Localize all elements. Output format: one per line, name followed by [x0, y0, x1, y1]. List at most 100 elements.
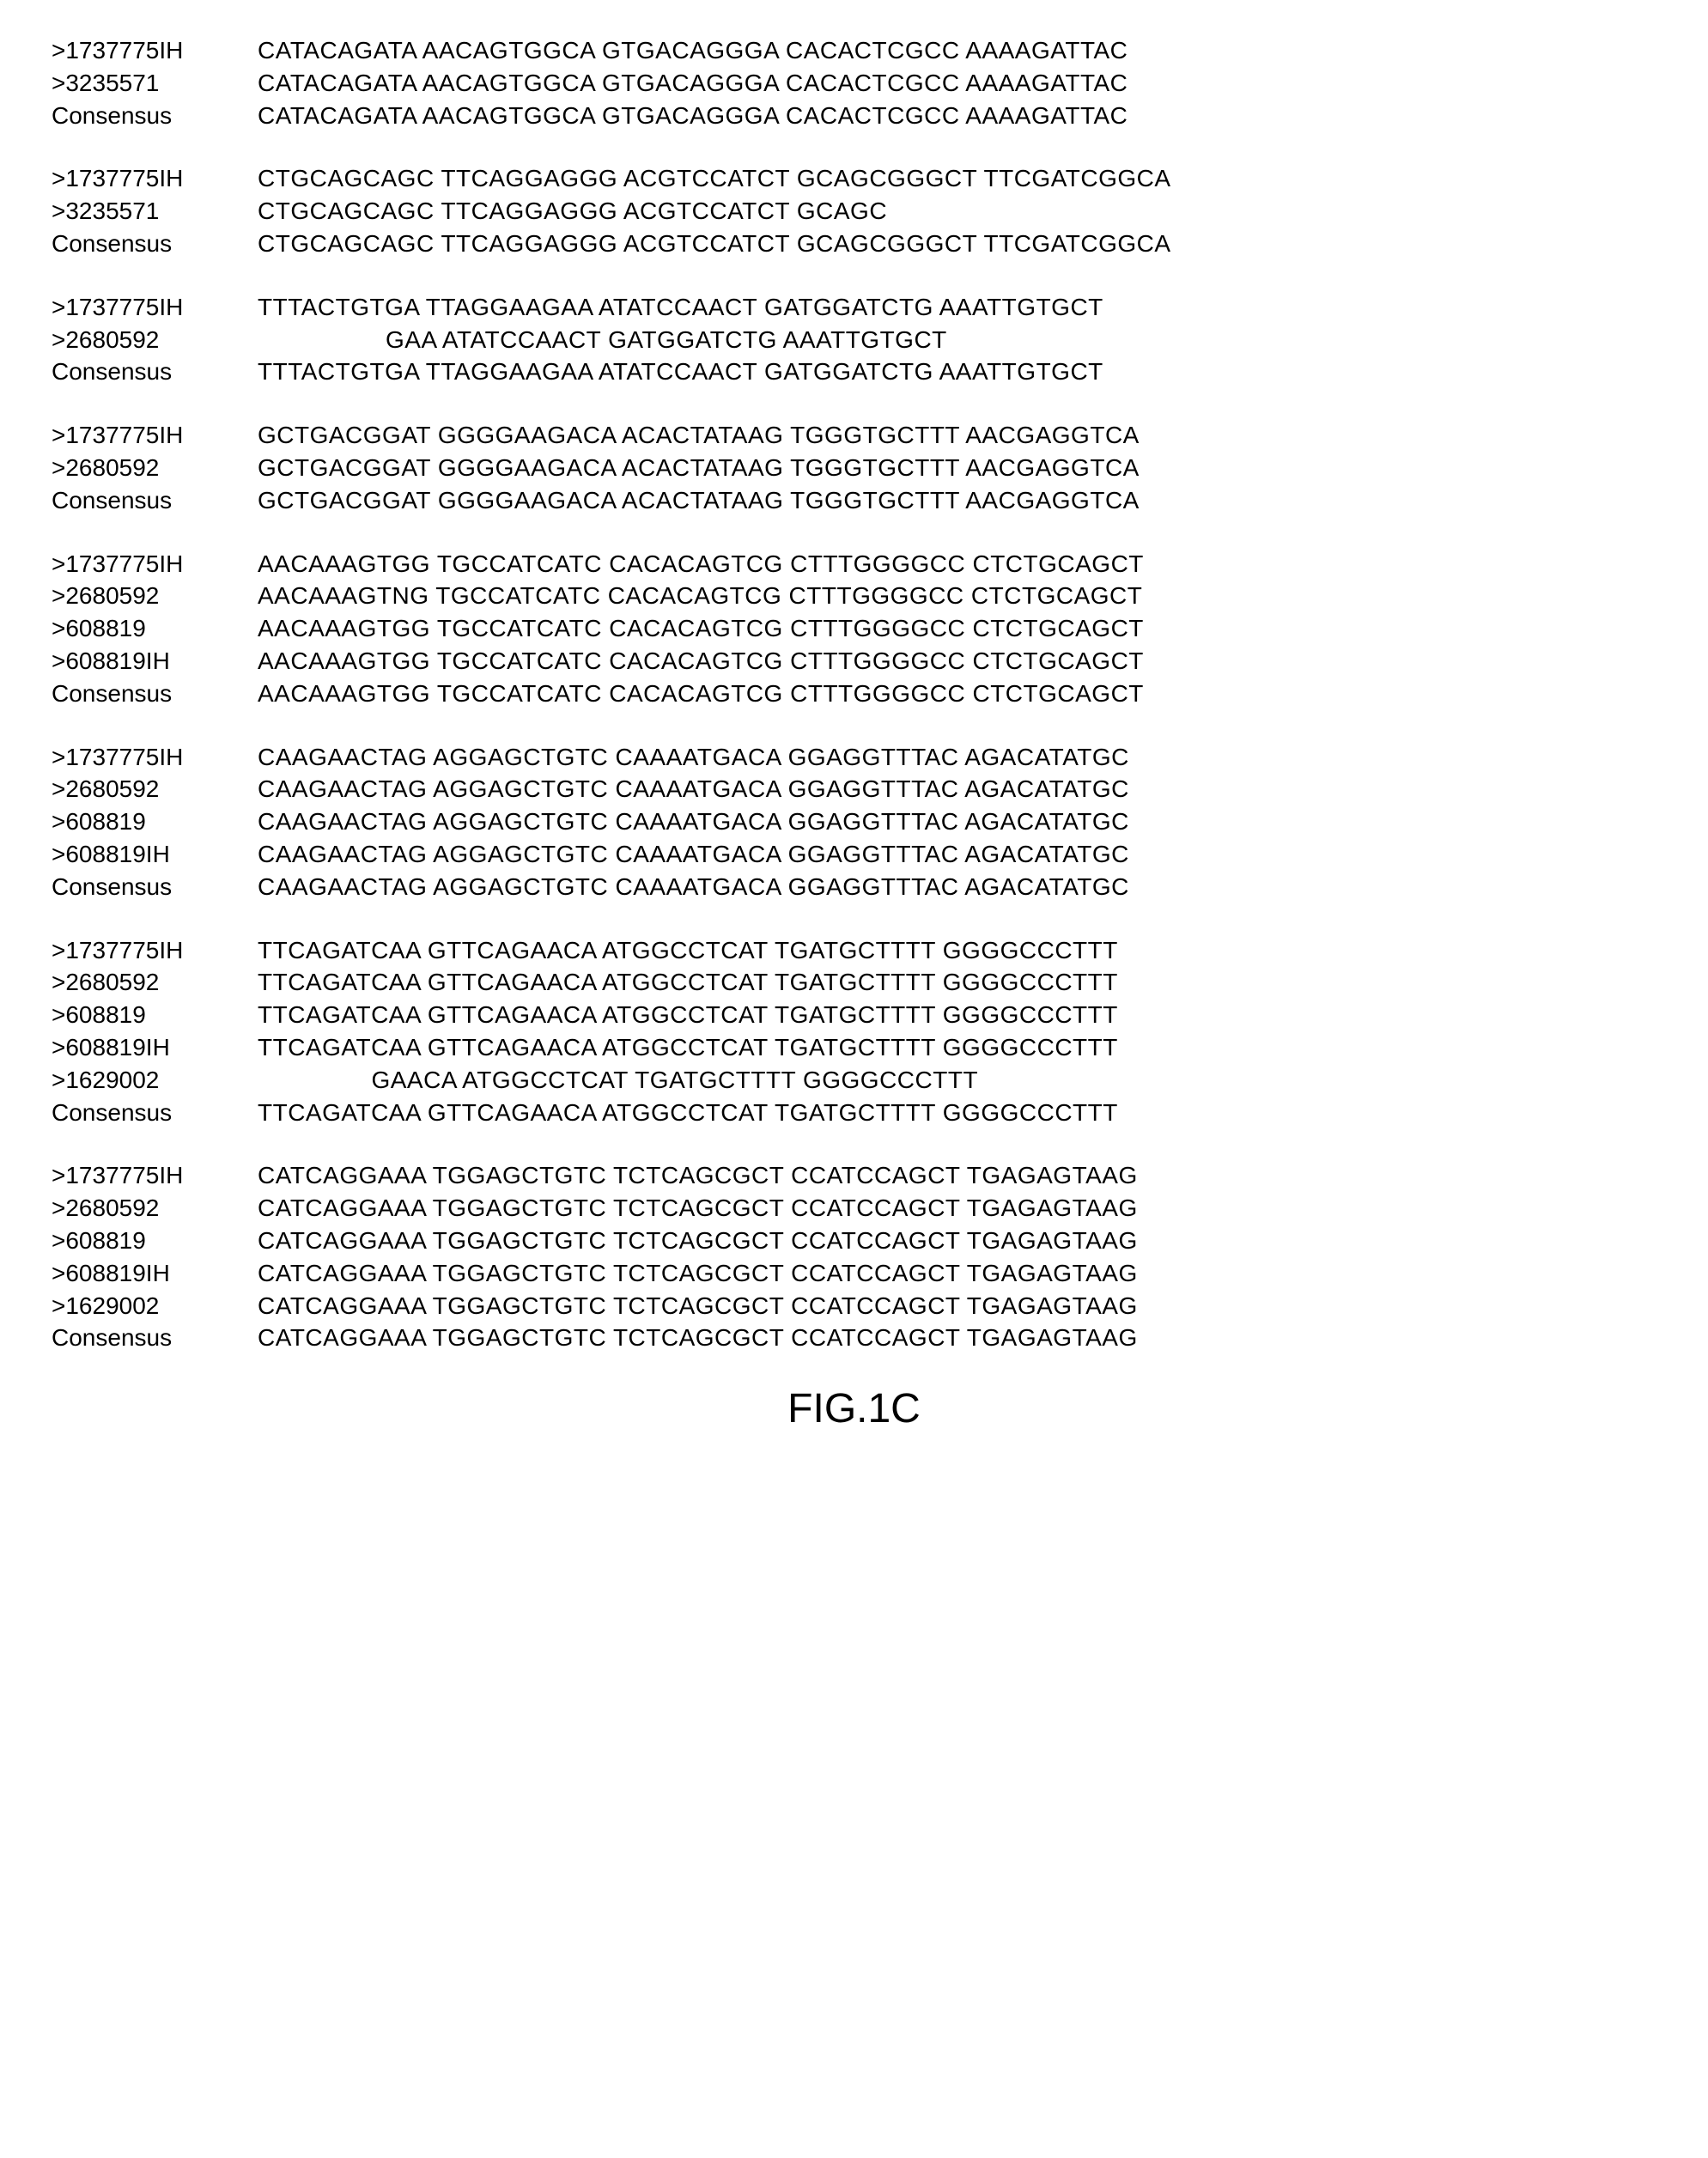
sequence-text: GAA ATATCCAACT GATGGATCTG AAATTGTGCT [258, 324, 947, 356]
sequence-label: >1629002 [52, 1290, 258, 1322]
sequence-label: >608819IH [52, 1031, 258, 1064]
sequence-label: >2680592 [52, 773, 258, 805]
sequence-label: Consensus [52, 871, 258, 903]
alignment-row: >608819AACAAAGTGG TGCCATCATC CACACAGTCG … [52, 612, 1656, 645]
alignment-row: >3235571CTGCAGCAGC TTCAGGAGGG ACGTCCATCT… [52, 195, 1656, 228]
sequence-text: CATCAGGAAA TGGAGCTGTC TCTCAGCGCT CCATCCA… [258, 1257, 1138, 1290]
sequence-label: Consensus [52, 356, 258, 388]
alignment-row: >1629002CATCAGGAAA TGGAGCTGTC TCTCAGCGCT… [52, 1290, 1656, 1322]
alignment-row: >608819IHCATCAGGAAA TGGAGCTGTC TCTCAGCGC… [52, 1257, 1656, 1290]
sequence-text: TTCAGATCAA GTTCAGAACA ATGGCCTCAT TGATGCT… [258, 1031, 1118, 1064]
sequence-text: CATACAGATA AACAGTGGCA GTGACAGGGA CACACTC… [258, 34, 1128, 67]
sequence-text: AACAAAGTNG TGCCATCATC CACACAGTCG CTTTGGG… [258, 580, 1142, 612]
sequence-text: AACAAAGTGG TGCCATCATC CACACAGTCG CTTTGGG… [258, 678, 1144, 710]
sequence-text: CAAGAACTAG AGGAGCTGTC CAAAATGACA GGAGGTT… [258, 838, 1129, 871]
sequence-text: CATCAGGAAA TGGAGCTGTC TCTCAGCGCT CCATCCA… [258, 1159, 1138, 1192]
sequence-text: CTGCAGCAGC TTCAGGAGGG ACGTCCATCT GCAGCGG… [258, 162, 1171, 195]
sequence-label: Consensus [52, 228, 258, 260]
alignment-row: >2680592 GAA ATATCCAACT GATGGATCTG AAATT… [52, 324, 1656, 356]
alignment-block: >1737775IHCATCAGGAAA TGGAGCTGTC TCTCAGCG… [52, 1159, 1656, 1354]
sequence-text: CATACAGATA AACAGTGGCA GTGACAGGGA CACACTC… [258, 100, 1128, 132]
alignment-block: >1737775IHAACAAAGTGG TGCCATCATC CACACAGT… [52, 548, 1656, 710]
sequence-label: >608819 [52, 612, 258, 645]
sequence-label: >3235571 [52, 195, 258, 228]
sequence-label: >608819 [52, 999, 258, 1031]
sequence-label: Consensus [52, 100, 258, 132]
alignment-row: ConsensusCATACAGATA AACAGTGGCA GTGACAGGG… [52, 100, 1656, 132]
alignment-row: ConsensusTTTACTGTGA TTAGGAAGAA ATATCCAAC… [52, 356, 1656, 388]
sequence-label: >608819 [52, 1225, 258, 1257]
sequence-text: CAAGAACTAG AGGAGCTGTC CAAAATGACA GGAGGTT… [258, 805, 1129, 838]
sequence-label: >1737775IH [52, 934, 258, 967]
sequence-text: AACAAAGTGG TGCCATCATC CACACAGTCG CTTTGGG… [258, 645, 1144, 678]
alignment-block: >1737775IHCATACAGATA AACAGTGGCA GTGACAGG… [52, 34, 1656, 131]
alignment-row: ConsensusAACAAAGTGG TGCCATCATC CACACAGTC… [52, 678, 1656, 710]
sequence-text: GCTGACGGAT GGGGAAGACA ACACTATAAG TGGGTGC… [258, 452, 1140, 484]
alignment-row: >608819CATCAGGAAA TGGAGCTGTC TCTCAGCGCT … [52, 1225, 1656, 1257]
alignment-block: >1737775IHGCTGACGGAT GGGGAAGACA ACACTATA… [52, 419, 1656, 516]
alignment-row: >2680592TTCAGATCAA GTTCAGAACA ATGGCCTCAT… [52, 966, 1656, 999]
alignment-row: ConsensusTTCAGATCAA GTTCAGAACA ATGGCCTCA… [52, 1097, 1656, 1129]
alignment-row: ConsensusCTGCAGCAGC TTCAGGAGGG ACGTCCATC… [52, 228, 1656, 260]
sequence-text: CAAGAACTAG AGGAGCTGTC CAAAATGACA GGAGGTT… [258, 871, 1129, 903]
sequence-text: CATCAGGAAA TGGAGCTGTC TCTCAGCGCT CCATCCA… [258, 1192, 1138, 1225]
alignment-row: >608819IHCAAGAACTAG AGGAGCTGTC CAAAATGAC… [52, 838, 1656, 871]
sequence-label: >608819 [52, 805, 258, 838]
sequence-text: GCTGACGGAT GGGGAAGACA ACACTATAAG TGGGTGC… [258, 419, 1140, 452]
sequence-text: TTCAGATCAA GTTCAGAACA ATGGCCTCAT TGATGCT… [258, 999, 1118, 1031]
alignment-row: ConsensusCAAGAACTAG AGGAGCTGTC CAAAATGAC… [52, 871, 1656, 903]
sequence-label: >2680592 [52, 1192, 258, 1225]
alignment-row: >2680592AACAAAGTNG TGCCATCATC CACACAGTCG… [52, 580, 1656, 612]
sequence-text: CAAGAACTAG AGGAGCTGTC CAAAATGACA GGAGGTT… [258, 773, 1129, 805]
sequence-label: >1737775IH [52, 548, 258, 581]
alignment-block: >1737775IHCTGCAGCAGC TTCAGGAGGG ACGTCCAT… [52, 162, 1656, 259]
alignment-row: >608819IHTTCAGATCAA GTTCAGAACA ATGGCCTCA… [52, 1031, 1656, 1064]
sequence-text: TTCAGATCAA GTTCAGAACA ATGGCCTCAT TGATGCT… [258, 966, 1118, 999]
sequence-label: Consensus [52, 484, 258, 517]
sequence-label: Consensus [52, 678, 258, 710]
sequence-text: AACAAAGTGG TGCCATCATC CACACAGTCG CTTTGGG… [258, 612, 1144, 645]
alignment-row: >3235571CATACAGATA AACAGTGGCA GTGACAGGGA… [52, 67, 1656, 100]
alignment-row: ConsensusCATCAGGAAA TGGAGCTGTC TCTCAGCGC… [52, 1322, 1656, 1354]
sequence-label: >1629002 [52, 1064, 258, 1097]
sequence-text: CATCAGGAAA TGGAGCTGTC TCTCAGCGCT CCATCCA… [258, 1290, 1138, 1322]
alignment-block: >1737775IHTTTACTGTGA TTAGGAAGAA ATATCCAA… [52, 291, 1656, 388]
sequence-text: CAAGAACTAG AGGAGCTGTC CAAAATGACA GGAGGTT… [258, 741, 1129, 774]
sequence-text: CTGCAGCAGC TTCAGGAGGG ACGTCCATCT GCAGC [258, 195, 1001, 228]
sequence-text: TTTACTGTGA TTAGGAAGAA ATATCCAACT GATGGAT… [258, 291, 1103, 324]
sequence-label: >1737775IH [52, 291, 258, 324]
sequence-text: GAACA ATGGCCTCAT TGATGCTTTT GGGGCCCTTT [258, 1064, 978, 1097]
sequence-text: AACAAAGTGG TGCCATCATC CACACAGTCG CTTTGGG… [258, 548, 1144, 581]
sequence-label: >608819IH [52, 838, 258, 871]
sequence-text: TTCAGATCAA GTTCAGAACA ATGGCCTCAT TGATGCT… [258, 1097, 1118, 1129]
alignment-block: >1737775IHTTCAGATCAA GTTCAGAACA ATGGCCTC… [52, 934, 1656, 1129]
sequence-text: TTTACTGTGA TTAGGAAGAA ATATCCAACT GATGGAT… [258, 356, 1103, 388]
alignment-row: >2680592CAAGAACTAG AGGAGCTGTC CAAAATGACA… [52, 773, 1656, 805]
sequence-label: >1737775IH [52, 419, 258, 452]
alignment-row: >1737775IHGCTGACGGAT GGGGAAGACA ACACTATA… [52, 419, 1656, 452]
alignment-row: >608819CAAGAACTAG AGGAGCTGTC CAAAATGACA … [52, 805, 1656, 838]
alignment-row: >1737775IHCATACAGATA AACAGTGGCA GTGACAGG… [52, 34, 1656, 67]
alignment-row: >1737775IHCAAGAACTAG AGGAGCTGTC CAAAATGA… [52, 741, 1656, 774]
sequence-label: >2680592 [52, 452, 258, 484]
alignment-row: >2680592GCTGACGGAT GGGGAAGACA ACACTATAAG… [52, 452, 1656, 484]
sequence-label: >1737775IH [52, 162, 258, 195]
sequence-label: >2680592 [52, 580, 258, 612]
figure-caption: FIG.1C [52, 1385, 1656, 1432]
sequence-text: CATCAGGAAA TGGAGCTGTC TCTCAGCGCT CCATCCA… [258, 1225, 1138, 1257]
alignment-row: >1629002 GAACA ATGGCCTCAT TGATGCTTTT GGG… [52, 1064, 1656, 1097]
alignment-row: >1737775IHTTTACTGTGA TTAGGAAGAA ATATCCAA… [52, 291, 1656, 324]
sequence-text: TTCAGATCAA GTTCAGAACA ATGGCCTCAT TGATGCT… [258, 934, 1118, 967]
sequence-label: Consensus [52, 1097, 258, 1129]
sequence-text: CTGCAGCAGC TTCAGGAGGG ACGTCCATCT GCAGCGG… [258, 228, 1171, 260]
alignment-row: >1737775IHCTGCAGCAGC TTCAGGAGGG ACGTCCAT… [52, 162, 1656, 195]
sequence-label: >608819IH [52, 645, 258, 678]
alignment-row: >608819IHAACAAAGTGG TGCCATCATC CACACAGTC… [52, 645, 1656, 678]
alignment-row: >1737775IHCATCAGGAAA TGGAGCTGTC TCTCAGCG… [52, 1159, 1656, 1192]
sequence-label: >1737775IH [52, 1159, 258, 1192]
alignment-row: >1737775IHTTCAGATCAA GTTCAGAACA ATGGCCTC… [52, 934, 1656, 967]
sequence-label: >608819IH [52, 1257, 258, 1290]
alignment-row: ConsensusGCTGACGGAT GGGGAAGACA ACACTATAA… [52, 484, 1656, 517]
sequence-label: Consensus [52, 1322, 258, 1354]
sequence-text: GCTGACGGAT GGGGAAGACA ACACTATAAG TGGGTGC… [258, 484, 1140, 517]
